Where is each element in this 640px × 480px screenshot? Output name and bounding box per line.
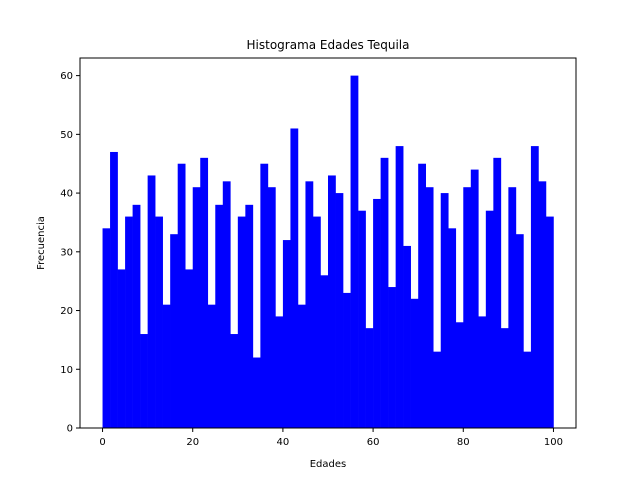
- histogram-bar: [312, 216, 321, 428]
- y-tick-label: 0: [67, 424, 73, 435]
- histogram-bar: [320, 275, 329, 428]
- histogram-bar: [403, 245, 411, 428]
- histogram-bar: [328, 175, 336, 428]
- histogram-bar: [125, 216, 133, 428]
- histogram-bar: [200, 157, 209, 429]
- y-tick-label: 30: [60, 247, 73, 258]
- histogram-bar: [155, 216, 163, 428]
- histogram-bar: [140, 334, 148, 428]
- histogram-bar: [335, 193, 344, 428]
- histogram-bar: [373, 198, 381, 428]
- histogram-bar: [530, 146, 539, 428]
- histogram-bar: [102, 228, 111, 428]
- histogram-bar: [230, 334, 239, 428]
- histogram-bar: [515, 234, 524, 428]
- bars-group: [102, 75, 554, 429]
- y-tick-label: 10: [60, 365, 73, 376]
- x-tick-label: 40: [277, 437, 290, 448]
- histogram-bar: [305, 181, 314, 428]
- x-tick-label: 100: [544, 437, 563, 448]
- histogram-bar: [215, 204, 224, 428]
- histogram-bar: [260, 163, 269, 428]
- x-axis-ticks: 0 20 40 60 80 100: [99, 428, 563, 448]
- histogram-bar: [275, 316, 284, 428]
- histogram-bar: [117, 269, 126, 428]
- histogram-bar: [290, 128, 299, 428]
- histogram-bar: [545, 216, 554, 428]
- y-tick-label: 40: [60, 189, 73, 200]
- histogram-bar: [110, 151, 118, 428]
- histogram-bar: [380, 157, 389, 429]
- x-axis-label: Edades: [310, 459, 347, 470]
- y-axis-label: Frecuencia: [36, 216, 47, 270]
- histogram-bar: [388, 287, 396, 428]
- histogram-bar: [192, 187, 201, 428]
- histogram-bar: [245, 204, 254, 428]
- histogram-bar: [493, 157, 502, 429]
- x-tick-label: 60: [367, 437, 380, 448]
- histogram-bar: [170, 234, 178, 428]
- plot-frame: [79, 57, 577, 429]
- histogram-bar: [478, 316, 487, 428]
- histogram-bar: [252, 357, 261, 428]
- y-tick-label: 20: [60, 306, 73, 317]
- histogram-bar: [365, 328, 374, 428]
- histogram-bar: [463, 187, 472, 428]
- histogram-bar: [500, 328, 509, 428]
- histogram-bar: [282, 240, 291, 428]
- histogram-bar: [425, 187, 434, 428]
- histogram-bar: [538, 181, 547, 428]
- histogram-bar: [222, 181, 231, 428]
- x-tick-label: 20: [186, 437, 199, 448]
- x-tick-label: 80: [457, 437, 470, 448]
- histogram-bar: [207, 304, 216, 428]
- histogram-bar: [177, 163, 186, 428]
- y-tick-label: 50: [60, 130, 73, 141]
- histogram-bar: [162, 304, 171, 428]
- histogram-bar: [147, 175, 156, 428]
- y-axis-ticks: 0 10 20 30 40 50 60: [60, 71, 80, 435]
- x-tick-label: 0: [99, 437, 105, 448]
- histogram-bar: [132, 204, 141, 428]
- y-tick-label: 60: [60, 71, 73, 82]
- histogram-bar: [350, 75, 359, 428]
- histogram-bar: [448, 228, 457, 428]
- histogram-bar: [358, 210, 366, 428]
- histogram-bar: [237, 216, 246, 428]
- histogram-bar: [185, 269, 194, 428]
- histogram-bar: [455, 322, 464, 428]
- histogram-bar: [523, 351, 532, 428]
- histogram-bar: [418, 163, 427, 428]
- histogram-bar: [297, 304, 306, 428]
- histogram-bar: [440, 193, 449, 428]
- histogram-bar: [267, 187, 276, 428]
- histogram-bar: [485, 210, 494, 428]
- histogram-bar: [343, 292, 351, 428]
- histogram-bar: [508, 187, 517, 428]
- histogram-bar: [410, 298, 419, 428]
- chart-title: Histograma Edades Tequila: [247, 38, 410, 52]
- histogram-bar: [433, 351, 442, 428]
- histogram-bar: [470, 169, 479, 429]
- histogram-bar: [395, 146, 404, 428]
